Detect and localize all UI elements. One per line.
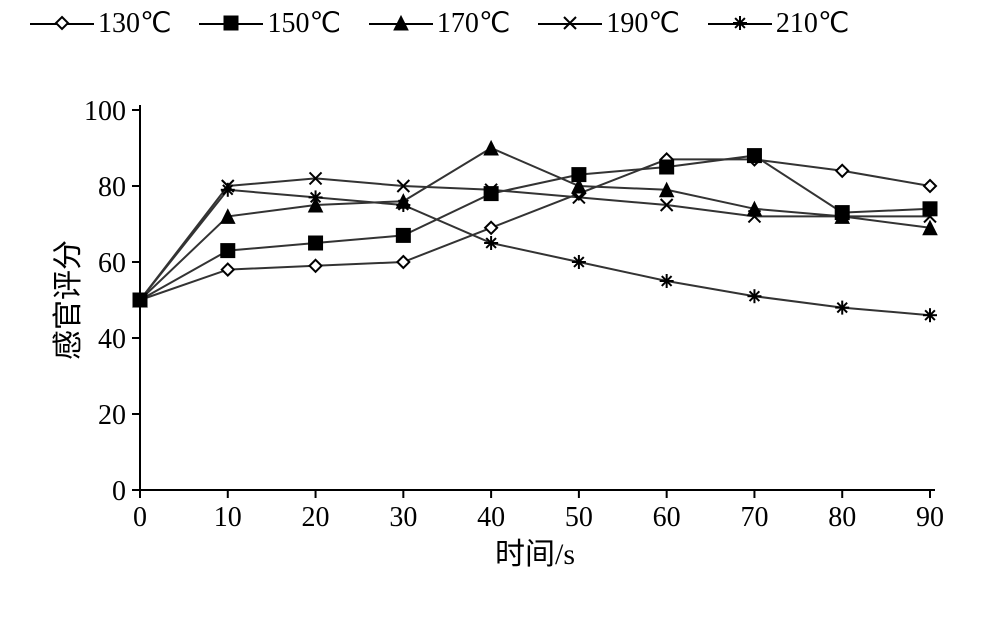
svg-text:感官评分: 感官评分 (52, 240, 85, 360)
legend-item-190: 190℃ (538, 6, 679, 40)
chart-plot: 0 20 40 60 80 100 0 10 20 30 40 50 60 70 80 90 感官评分时间/s (50, 90, 950, 590)
legend-marker-130 (30, 13, 94, 33)
legend-marker-170 (369, 13, 433, 33)
svg-text:40: 40 (98, 324, 126, 355)
svg-text:100: 100 (84, 96, 126, 127)
svg-text:70: 70 (740, 502, 768, 533)
svg-text:10: 10 (214, 502, 242, 533)
legend-item-130: 130℃ (30, 6, 171, 40)
legend-marker-190 (538, 13, 602, 33)
legend-label: 170℃ (437, 6, 510, 40)
svg-text:60: 60 (98, 248, 126, 279)
legend-item-210: 210℃ (708, 6, 849, 40)
svg-text:50: 50 (565, 502, 593, 533)
legend-marker-210 (708, 13, 772, 33)
legend: 130℃ 150℃ 170℃ 190℃ 210℃ (30, 6, 849, 40)
legend-item-170: 170℃ (369, 6, 510, 40)
legend-label: 150℃ (267, 6, 340, 40)
legend-label: 190℃ (606, 6, 679, 40)
svg-text:80: 80 (828, 502, 856, 533)
svg-text:20: 20 (302, 502, 330, 533)
svg-text:30: 30 (389, 502, 417, 533)
svg-text:90: 90 (916, 502, 944, 533)
svg-text:0: 0 (133, 502, 147, 533)
legend-label: 130℃ (98, 6, 171, 40)
legend-label: 210℃ (776, 6, 849, 40)
legend-marker-150 (199, 13, 263, 33)
chart-svg: 0 20 40 60 80 100 0 10 20 30 40 50 60 70 80 90 感官评分时间/s (50, 90, 950, 590)
svg-text:60: 60 (653, 502, 681, 533)
svg-text:80: 80 (98, 172, 126, 203)
svg-text:40: 40 (477, 502, 505, 533)
legend-item-150: 150℃ (199, 6, 340, 40)
svg-text:20: 20 (98, 400, 126, 431)
svg-text:时间/s: 时间/s (495, 538, 575, 571)
svg-text:0: 0 (112, 476, 126, 507)
